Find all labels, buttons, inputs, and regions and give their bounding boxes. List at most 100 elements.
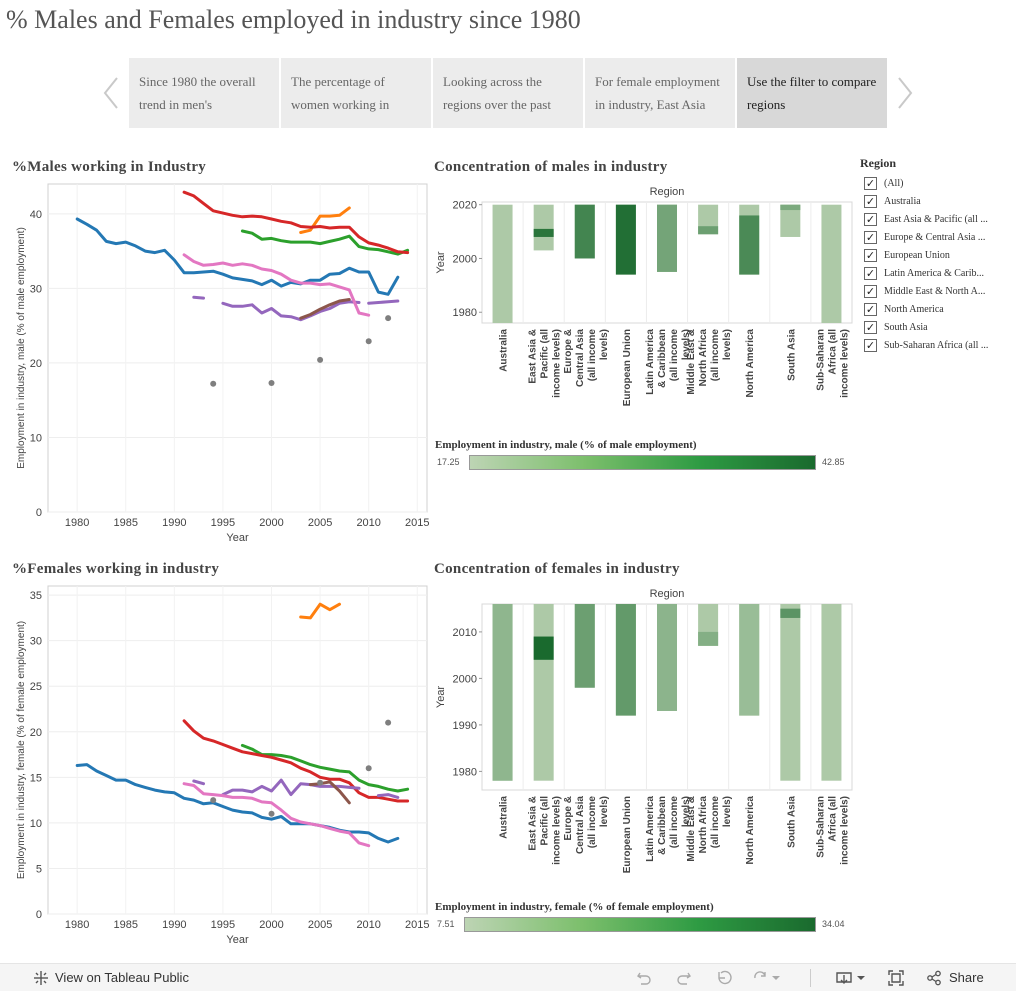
- filter-item-europe-central-asia[interactable]: ✓ Europe & Central Asia ...: [864, 230, 986, 244]
- series-line: [299, 602, 341, 620]
- region-label: Middle East &: [686, 796, 697, 862]
- series-line: [182, 190, 410, 255]
- series-line: [192, 779, 205, 786]
- checkbox-checked-icon[interactable]: ✓: [864, 302, 877, 316]
- checkbox-checked-icon[interactable]: ✓: [864, 338, 877, 352]
- x-tick-label: 2000: [259, 919, 283, 931]
- region-label: levels): [599, 796, 610, 827]
- y-axis-label: Year: [435, 251, 447, 274]
- data-point: [385, 315, 392, 322]
- checkbox-checked-icon[interactable]: ✓: [864, 284, 877, 298]
- y-tick-label: 10: [30, 432, 42, 444]
- view-on-tableau-link[interactable]: View on Tableau Public: [55, 970, 189, 985]
- heat-cell: [739, 604, 760, 716]
- story-point-4[interactable]: For female employment in industry, East …: [585, 58, 735, 128]
- checkbox-checked-icon[interactable]: ✓: [864, 248, 877, 262]
- region-label: (all income: [587, 329, 598, 382]
- females-heat-title: Concentration of females in industry: [434, 561, 680, 577]
- region-label: & Caribbean: [657, 329, 668, 388]
- region-label: income levels): [839, 329, 850, 398]
- region-label-group: East Asia & Pacific (all income levels): [528, 796, 563, 865]
- filter-item-european-union[interactable]: ✓ European Union: [864, 248, 950, 262]
- y-axis-label: Employment in industry, male (% of male …: [16, 227, 27, 469]
- region-label: (all income: [587, 796, 598, 849]
- x-tick-label: 1980: [65, 919, 89, 931]
- region-label: levels): [681, 796, 692, 827]
- toolbar-divider: [810, 969, 811, 987]
- region-label-group: Sub-Saharan Africa (all income levels): [815, 329, 850, 398]
- fullscreen-icon[interactable]: [888, 970, 904, 986]
- heat-column: [780, 604, 801, 781]
- story-point-1[interactable]: Since 1980 the overall trend in men's: [129, 58, 279, 128]
- x-tick-label: 1990: [162, 919, 186, 931]
- males-heat-title: Concentration of males in industry: [434, 159, 668, 175]
- y-axis-label: Employment in industry, female (% of fem…: [16, 621, 27, 879]
- tableau-toolbar: View on Tableau Public Share: [0, 963, 1016, 991]
- redo-icon[interactable]: [676, 970, 692, 986]
- checkbox-checked-icon[interactable]: ✓: [864, 230, 877, 244]
- region-label: Latin America: [645, 329, 656, 395]
- female-legend-title: Employment in industry, female (% of fem…: [435, 901, 714, 913]
- checkbox-checked-icon[interactable]: ✓: [864, 176, 877, 190]
- male-legend-title: Employment in industry, male (% of male …: [435, 439, 697, 451]
- share-icon[interactable]: [926, 970, 942, 986]
- story-point-2[interactable]: The percentage of women working in: [281, 58, 431, 128]
- filter-item-middle-east[interactable]: ✓ Middle East & North A...: [864, 284, 986, 298]
- filter-item-north-america[interactable]: ✓ North America: [864, 302, 944, 316]
- region-label-group: Australia: [499, 796, 510, 839]
- region-label: income levels): [552, 329, 563, 398]
- y-tick-label: 1990: [453, 720, 477, 732]
- story-point-5[interactable]: Use the filter to compare regions: [737, 58, 887, 128]
- region-label: Pacific (all: [540, 329, 551, 379]
- female-legend-min: 7.51: [437, 919, 455, 929]
- region-label: levels): [599, 329, 610, 360]
- heat-cell: [492, 604, 513, 781]
- data-point: [317, 779, 324, 786]
- heat-cell: [533, 228, 554, 237]
- region-label: South Asia: [786, 796, 797, 848]
- heat-cell: [780, 608, 801, 618]
- series-line: [240, 743, 410, 793]
- story-point-3[interactable]: Looking across the regions over the past: [433, 58, 583, 128]
- share-button[interactable]: Share: [949, 970, 984, 985]
- series-line: [376, 793, 400, 799]
- y-tick-label: 20: [30, 727, 42, 739]
- region-label: South Asia: [786, 329, 797, 381]
- filter-item-australia[interactable]: ✓ Australia: [864, 194, 921, 208]
- checkbox-checked-icon[interactable]: ✓: [864, 320, 877, 334]
- filter-item-all[interactable]: ✓ (All): [864, 176, 904, 190]
- undo-icon[interactable]: [636, 970, 652, 986]
- region-label: North Africa: [698, 329, 709, 387]
- x-tick-label: 2015: [405, 919, 429, 931]
- filter-item-east-asia[interactable]: ✓ East Asia & Pacific (all ...: [864, 212, 988, 226]
- filter-item-south-asia[interactable]: ✓ South Asia: [864, 320, 928, 334]
- region-label: income levels): [552, 796, 563, 865]
- x-tick-label: 2010: [356, 919, 380, 931]
- download-icon[interactable]: [835, 970, 867, 986]
- x-tick-label: 2010: [356, 517, 380, 529]
- next-arrow-icon[interactable]: [896, 76, 914, 110]
- y-tick-label: 2000: [453, 673, 477, 685]
- filter-item-latin-america[interactable]: ✓ Latin America & Carib...: [864, 266, 984, 280]
- refresh-icon[interactable]: [752, 970, 782, 986]
- males-heatmap-chart: Region 1980 2000 2020 Year Australia East Asia…: [435, 186, 853, 406]
- filter-item-sub-saharan[interactable]: ✓ Sub-Saharan Africa (all ...: [864, 338, 989, 352]
- previous-arrow-icon[interactable]: [102, 76, 120, 110]
- y-tick-label: 1980: [453, 766, 477, 778]
- region-label: North America: [745, 329, 756, 398]
- series-line: [182, 253, 371, 317]
- checkbox-checked-icon[interactable]: ✓: [864, 266, 877, 280]
- heat-column: [533, 204, 554, 251]
- x-tick-label: 2015: [405, 517, 429, 529]
- y-tick-label: 5: [36, 863, 42, 875]
- y-tick-label: 2000: [453, 253, 477, 265]
- x-tick-label: 1995: [211, 919, 235, 931]
- heat-cell: [574, 204, 595, 259]
- data-point: [365, 338, 372, 345]
- checkbox-checked-icon[interactable]: ✓: [864, 194, 877, 208]
- male-legend-min: 17.25: [437, 457, 460, 467]
- checkbox-checked-icon[interactable]: ✓: [864, 212, 877, 226]
- region-label-group: Europe & Central Asia (all income levels): [563, 796, 610, 854]
- revert-icon[interactable]: [716, 970, 732, 986]
- y-tick-label: 30: [30, 636, 42, 648]
